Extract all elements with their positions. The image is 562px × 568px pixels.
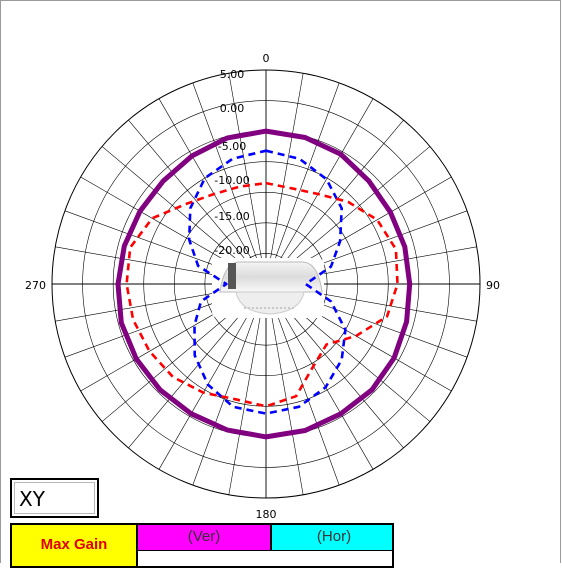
ring-label-minus20: -20.00 xyxy=(214,244,249,257)
grid-spoke xyxy=(265,119,404,285)
angle-label-0: 0 xyxy=(263,52,270,65)
label-layer: 0 90 180 270 5.00 0.00 -5.00 -10.00 -15.… xyxy=(25,52,500,521)
grid-spoke xyxy=(192,82,267,285)
series-layer xyxy=(115,128,413,440)
series-line-0 xyxy=(115,128,413,440)
series-line-1 xyxy=(187,149,347,415)
grid-spoke xyxy=(265,73,304,285)
grid-spoke xyxy=(265,283,304,495)
ring-label-minus5: -5.00 xyxy=(218,140,246,153)
angle-label-90: 90 xyxy=(486,279,500,292)
angle-label-270: 270 xyxy=(25,279,46,292)
grid-spoke xyxy=(158,98,267,285)
grid-spoke xyxy=(265,82,340,285)
angle-label-180: 180 xyxy=(256,508,277,521)
ring-label-0: 0.00 xyxy=(220,102,245,115)
ring-label-minus15: -15.00 xyxy=(214,210,249,223)
plane-label: XY xyxy=(14,482,95,514)
plane-box: XY xyxy=(10,478,99,518)
ver-header: (Ver) xyxy=(138,525,272,551)
ring-label-minus10: -10.00 xyxy=(214,174,249,187)
grid-spoke xyxy=(228,283,267,495)
max-gain-cell: Max Gain xyxy=(12,525,138,566)
hor-header: (Hor) xyxy=(272,525,392,551)
ring-label-5: 5.00 xyxy=(220,68,245,81)
grid-spoke xyxy=(228,73,267,285)
device-image xyxy=(212,258,324,318)
grid-spoke xyxy=(265,98,374,285)
grid-spoke xyxy=(128,119,267,285)
gain-table: Max Gain (Ver) (Hor) xyxy=(10,523,394,568)
